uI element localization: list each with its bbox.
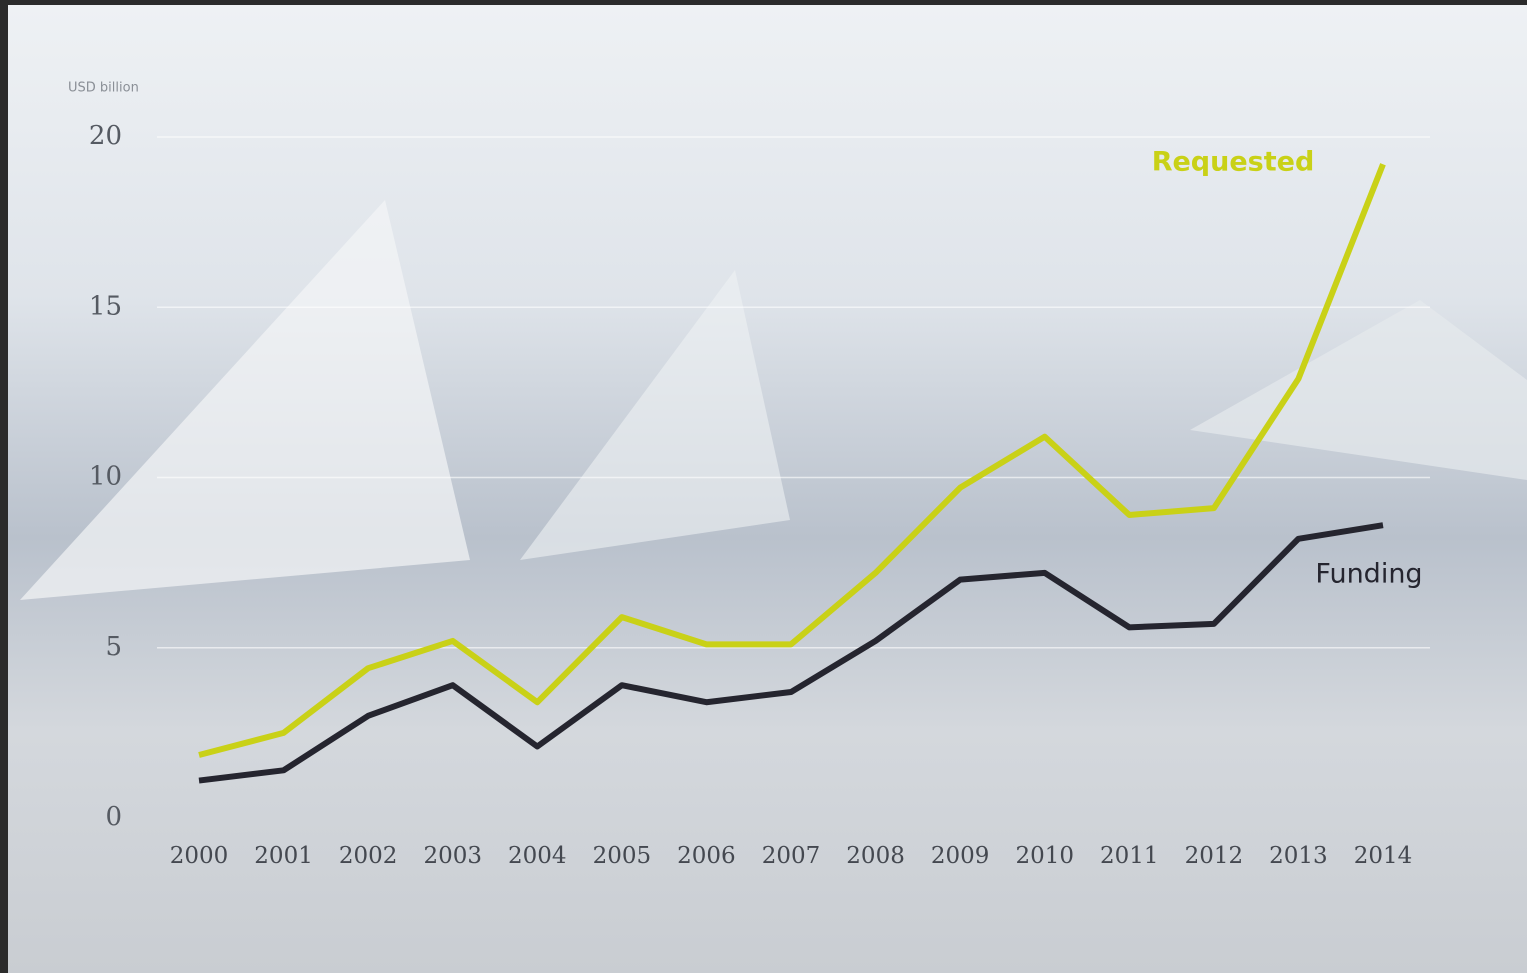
x-tick-label: 2009 [931,843,990,869]
page: USD billion 0 5 10 15 20 2000 2001 2002 2003 2004… [0,0,1527,973]
x-tick-label: 2000 [170,843,229,869]
chart: USD billion 0 5 10 15 20 2000 2001 2002 2003 2004… [0,0,1527,973]
x-tick-label: 2014 [1354,843,1413,869]
y-tick-label: 15 [89,291,122,321]
y-axis-label: USD billion [68,81,139,96]
y-tick-label: 5 [105,632,122,662]
x-tick-label: 2006 [677,843,736,869]
y-tick-label: 10 [89,462,122,492]
x-tick-label: 2013 [1269,843,1328,869]
x-tick-label: 2008 [846,843,905,869]
x-tick-label: 2007 [762,843,821,869]
y-tick-label: 20 [89,121,122,151]
x-tick-label: 2012 [1185,843,1244,869]
x-tick-label: 2011 [1100,843,1159,869]
x-tick-label: 2010 [1015,843,1074,869]
x-tick-label: 2003 [423,843,482,869]
x-tick-label: 2002 [339,843,398,869]
series-label: Requested [1152,147,1315,178]
x-tick-label: 2004 [508,843,567,869]
series-label: Funding [1315,559,1422,590]
x-tick-label: 2005 [593,843,652,869]
y-tick-label: 0 [105,802,122,832]
x-tick-label: 2001 [254,843,313,869]
